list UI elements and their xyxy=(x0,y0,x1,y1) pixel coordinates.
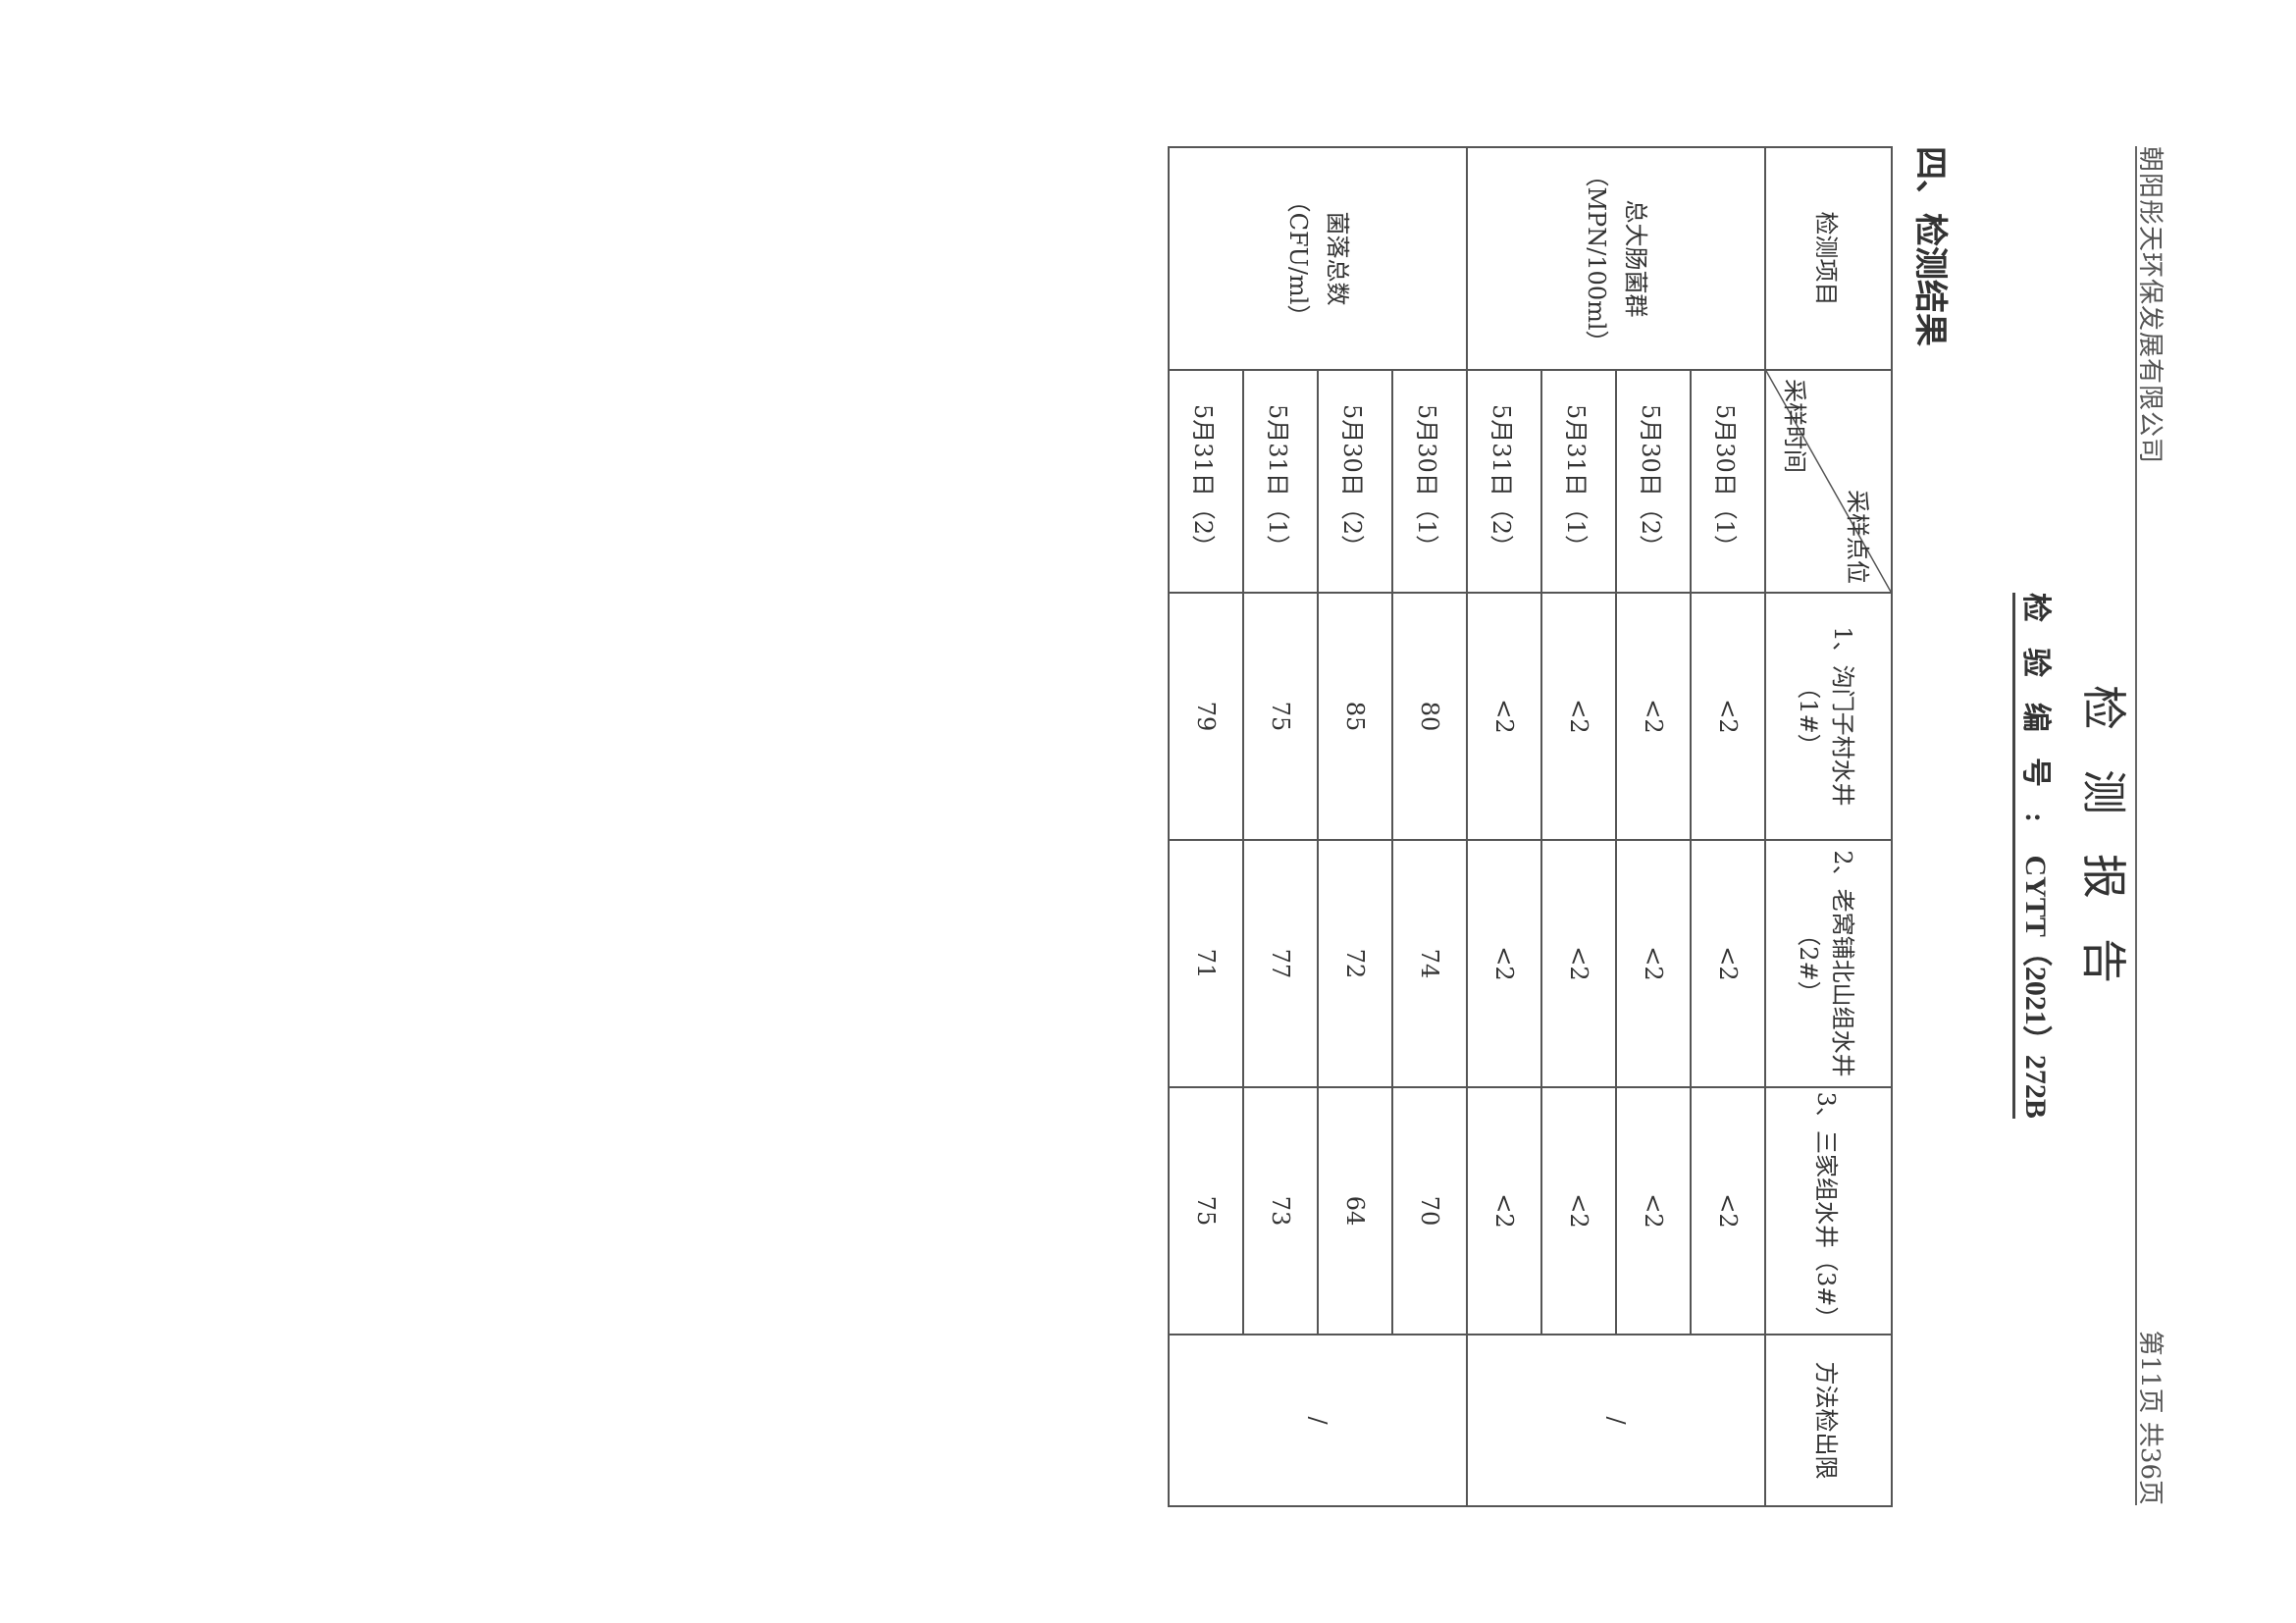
result-value: 71 xyxy=(1169,840,1243,1087)
result-value: <2 xyxy=(1467,1087,1541,1335)
result-value: <2 xyxy=(1691,1087,1765,1335)
header-site-2: 2、老窝铺北山组水井（2#） xyxy=(1765,840,1892,1087)
result-value: <2 xyxy=(1691,593,1765,840)
result-value: <2 xyxy=(1541,593,1616,840)
report-title: 检测报告 xyxy=(2077,685,2130,1022)
sample-time: 5月30日（2） xyxy=(1616,370,1691,593)
method-limit: / xyxy=(1169,1335,1467,1506)
item-name: 总大肠菌群 xyxy=(1622,199,1649,318)
header-time: 采样时间 xyxy=(1781,379,1808,473)
result-value: <2 xyxy=(1616,840,1691,1087)
header-diagonal: 采样点位 采样时间 xyxy=(1765,370,1892,593)
result-value: 70 xyxy=(1392,1087,1467,1335)
sample-time: 5月31日（1） xyxy=(1243,370,1318,593)
table-header-row: 检测项目 采样点位 采样时间 1、沟门子村水井（1#） 2、老窝铺北山组水井（2… xyxy=(1765,147,1892,1506)
result-value: <2 xyxy=(1616,593,1691,840)
item-name: 菌落总数 xyxy=(1324,211,1351,306)
company-name: 朝阳彤天环保发展有限公司 xyxy=(2135,146,2165,465)
result-value: <2 xyxy=(1541,840,1616,1087)
sample-time: 5月31日（1） xyxy=(1541,370,1616,593)
result-value: 73 xyxy=(1243,1087,1318,1335)
item-cell: 菌落总数 （CFU/ml） xyxy=(1169,147,1467,370)
sample-time: 5月30日（1） xyxy=(1691,370,1765,593)
result-value: 77 xyxy=(1243,840,1318,1087)
sample-time: 5月31日（2） xyxy=(1169,370,1243,593)
sample-time: 5月31日（2） xyxy=(1467,370,1541,593)
result-value: 75 xyxy=(1243,593,1318,840)
result-value: <2 xyxy=(1616,1087,1691,1335)
section-title: 四、检测结果 xyxy=(1910,146,1950,346)
header-site: 采样点位 xyxy=(1844,490,1871,584)
item-unit: （MPN/100ml） xyxy=(1583,163,1610,354)
result-value: <2 xyxy=(1541,1087,1616,1335)
result-value: 72 xyxy=(1318,840,1392,1087)
report-number: 检验编号: CYTT（2021）272B xyxy=(2012,593,2061,1119)
header-site-3: 3、三家组水井（3#） xyxy=(1765,1087,1892,1335)
result-value: <2 xyxy=(1691,840,1765,1087)
sample-time: 5月30日（1） xyxy=(1392,370,1467,593)
results-table: 检测项目 采样点位 采样时间 1、沟门子村水井（1#） 2、老窝铺北山组水井（2… xyxy=(1168,146,1893,1507)
diagonal-line xyxy=(1766,371,1891,592)
report-number-value: CYTT（2021）272B xyxy=(2019,855,2052,1119)
header-method: 方法检出限 xyxy=(1765,1335,1892,1506)
result-value: 80 xyxy=(1392,593,1467,840)
table-row: 总大肠菌群 （MPN/100ml） 5月30日（1） <2 <2 <2/ xyxy=(1467,147,1765,1506)
result-value: 74 xyxy=(1392,840,1467,1087)
sample-time: 5月30日（2） xyxy=(1318,370,1392,593)
page-number: 第11页 共36页 xyxy=(2135,1330,2165,1505)
method-limit: / xyxy=(1467,1335,1765,1506)
result-value: 75 xyxy=(1169,1087,1243,1335)
result-value: 79 xyxy=(1169,593,1243,840)
result-value: <2 xyxy=(1467,593,1541,840)
item-cell: 总大肠菌群 （MPN/100ml） xyxy=(1467,147,1765,370)
item-unit: （CFU/ml） xyxy=(1284,188,1312,329)
report-number-label: 检验编号: xyxy=(2019,593,2052,848)
result-value: 64 xyxy=(1318,1087,1392,1335)
header-site-1: 1、沟门子村水井（1#） xyxy=(1765,593,1892,840)
result-value: <2 xyxy=(1467,840,1541,1087)
table-row: 菌落总数 （CFU/ml） 5月30日（1） 80 74 70/ xyxy=(1169,147,1467,1506)
header-item: 检测项目 xyxy=(1765,147,1892,370)
result-value: 85 xyxy=(1318,593,1392,840)
